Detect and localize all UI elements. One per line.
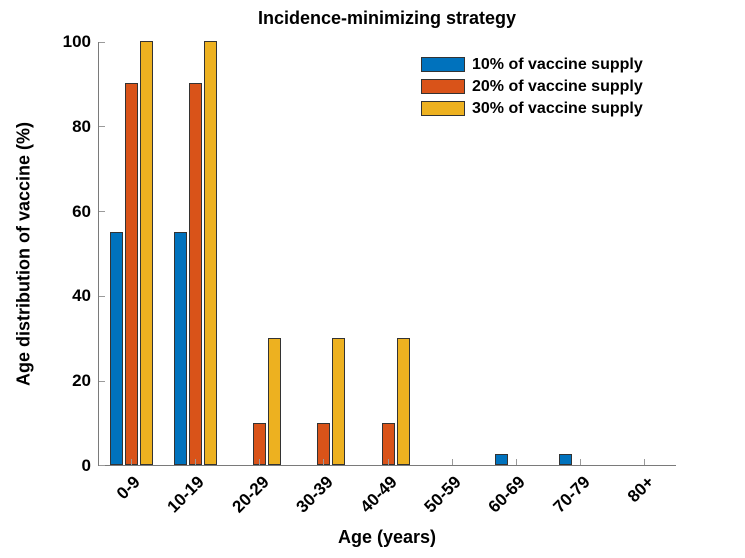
- plot-area: 0 20 40 60 80 100 0-9 10-19 20-29 30-39 40-49 50-59…: [63, 33, 676, 516]
- bar-10-19-series-2: [203, 41, 217, 465]
- y-tick: [99, 465, 105, 466]
- bar-40-49-series-2: [396, 338, 410, 465]
- y-tick: [99, 295, 105, 297]
- bar-10-19-series-1: [188, 83, 202, 465]
- x-tick: [323, 459, 325, 465]
- x-tick: [451, 459, 453, 465]
- legend: 10% of vaccine supply 20% of vaccine supp…: [421, 56, 643, 122]
- y-tick: [99, 126, 105, 128]
- bar-30-39-series-2: [332, 338, 346, 465]
- bar-10-19-series-0: [173, 232, 187, 465]
- bar-70-79-series-0: [559, 454, 573, 465]
- y-tick-label: 0: [81, 456, 91, 475]
- y-tick: [99, 42, 105, 43]
- x-tick: [194, 459, 196, 465]
- x-tick: [130, 459, 132, 465]
- y-tick: [99, 380, 105, 382]
- legend-swatch-icon: [421, 57, 465, 72]
- bar-0-9-series-2: [139, 41, 153, 465]
- chart-title: Incidence-minimizing strategy: [257, 8, 517, 28]
- legend-label: 10% of vaccine supply: [472, 56, 643, 73]
- legend-label: 20% of vaccine supply: [472, 78, 643, 95]
- bar-0-9-series-0: [109, 232, 123, 465]
- legend-item: 20% of vaccine supply: [421, 78, 643, 95]
- y-tick-label: 80: [72, 116, 91, 136]
- x-tick: [644, 459, 646, 465]
- legend-swatch-icon: [421, 79, 465, 94]
- legend-item: 30% of vaccine supply: [421, 100, 643, 117]
- x-axis-label: Age (years): [337, 527, 437, 547]
- y-tick: [99, 211, 105, 213]
- y-axis-label: Age distribution of vaccine (%): [13, 121, 34, 387]
- y-tick-label: 20: [72, 371, 91, 391]
- legend-label: 30% of vaccine supply: [472, 100, 643, 117]
- x-tick: [387, 459, 389, 465]
- bar-20-29-series-2: [268, 338, 282, 465]
- x-tick: [580, 459, 582, 465]
- y-tick-label: 40: [72, 286, 91, 306]
- y-tick-label: 60: [72, 201, 91, 221]
- legend-swatch-icon: [421, 101, 465, 116]
- x-tick: [259, 459, 261, 465]
- x-tick: [515, 459, 517, 465]
- y-tick-label: 100: [62, 32, 91, 51]
- bar-0-9-series-1: [124, 83, 138, 465]
- legend-item: 10% of vaccine supply: [421, 56, 643, 73]
- bar-60-69-series-0: [494, 454, 508, 465]
